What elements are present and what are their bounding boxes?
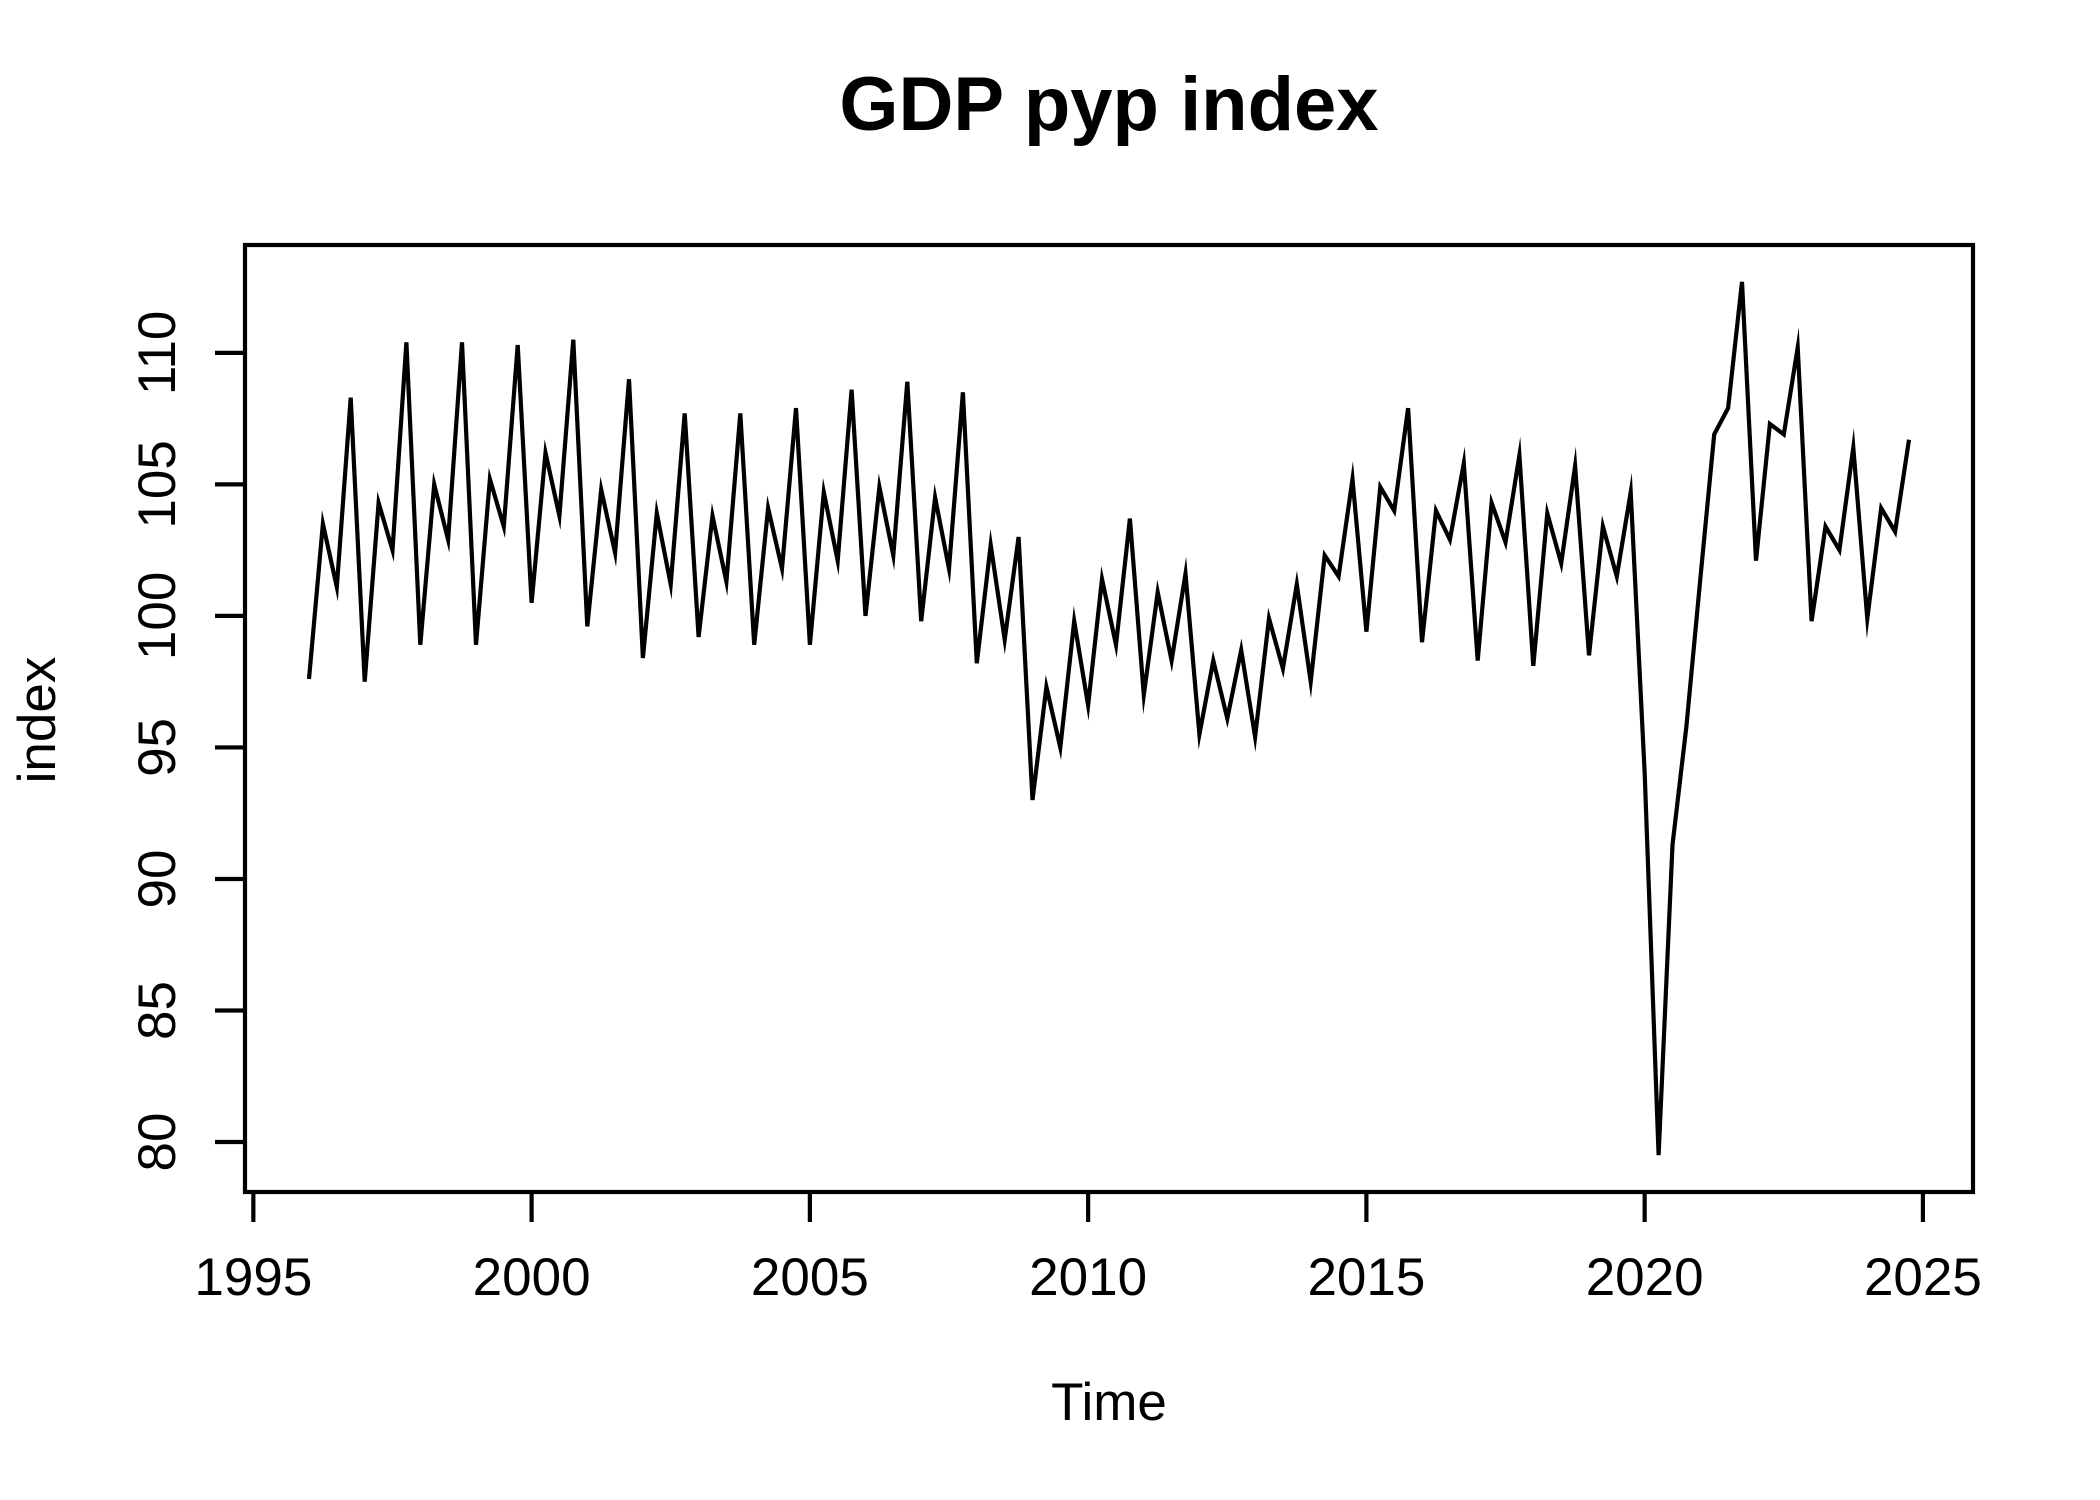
y-tick-label: 85 bbox=[128, 981, 187, 1040]
x-tick-label: 2015 bbox=[1307, 1248, 1425, 1307]
y-tick-label: 95 bbox=[128, 718, 187, 777]
x-tick-label: 1995 bbox=[194, 1248, 312, 1307]
y-tick-label: 90 bbox=[128, 849, 187, 908]
x-tick-label: 2000 bbox=[473, 1248, 591, 1307]
x-tick-label: 2010 bbox=[1029, 1248, 1147, 1307]
y-tick-label: 105 bbox=[128, 440, 187, 528]
y-tick-label: 100 bbox=[128, 572, 187, 660]
chart-title: GDP pyp index bbox=[839, 62, 1378, 147]
x-axis-label: Time bbox=[1051, 1373, 1167, 1432]
x-tick-label: 2005 bbox=[751, 1248, 869, 1307]
plot-area: 1995 2000 2005 2010 2015 2020 2025 80 85 90 95 100 1… bbox=[128, 242, 1982, 1307]
y-axis-label: index bbox=[8, 657, 67, 784]
x-tick-label: 2020 bbox=[1586, 1248, 1704, 1307]
plot-border bbox=[242, 242, 1976, 1195]
y-tick-label: 110 bbox=[128, 311, 187, 396]
x-tick-label: 2025 bbox=[1864, 1248, 1982, 1307]
y-tick-label: 80 bbox=[128, 1113, 187, 1172]
gdp-series-line bbox=[306, 281, 1912, 1156]
